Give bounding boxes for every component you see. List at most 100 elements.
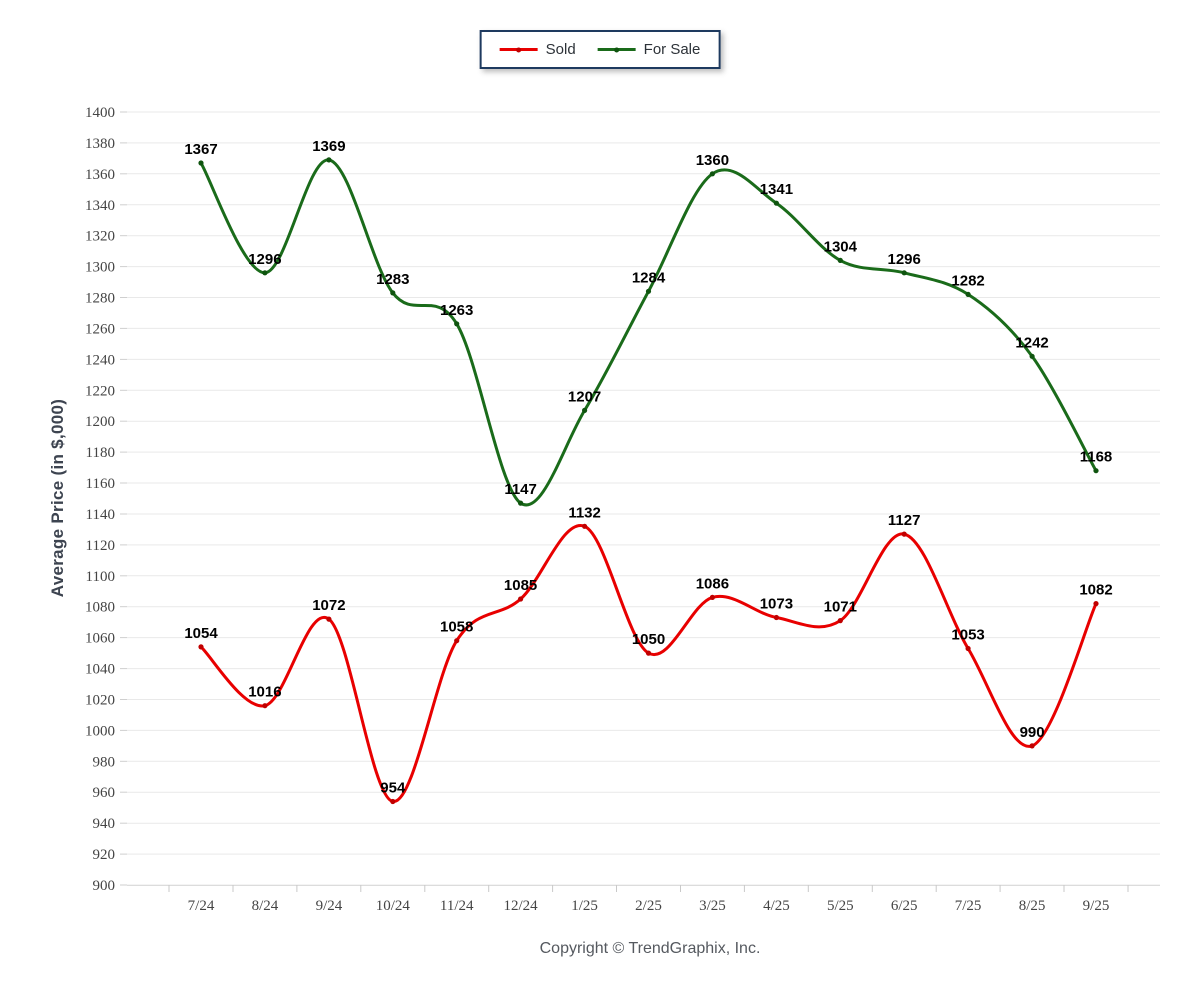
legend-item-for-sale[interactable]: For Sale: [597, 41, 701, 58]
data-label-sold: 1073: [760, 596, 793, 613]
x-axis-category-label: 5/25: [827, 898, 854, 914]
data-label-for-sale: 1283: [376, 271, 409, 288]
x-axis-category-label: 9/25: [1083, 898, 1110, 914]
data-label-sold: 1082: [1079, 582, 1112, 599]
x-axis-category-label: 12/24: [504, 898, 539, 914]
legend: Sold For Sale: [479, 30, 721, 69]
data-point-sold[interactable]: [390, 798, 396, 805]
data-label-for-sale: 1284: [632, 269, 666, 286]
series-line-sold: [199, 524, 1098, 803]
data-point-sold[interactable]: [326, 616, 332, 622]
data-point-for-sale[interactable]: [709, 171, 716, 177]
data-label-for-sale: 1207: [568, 388, 601, 405]
x-axis-category-label: 9/24: [316, 898, 343, 914]
data-point-for-sale[interactable]: [454, 321, 460, 327]
data-label-for-sale: 1242: [1015, 334, 1048, 351]
y-axis-tick-label: 1400: [85, 105, 115, 121]
x-axis-category-label: 8/25: [1019, 898, 1046, 914]
data-point-for-sale[interactable]: [837, 257, 843, 263]
data-label-for-sale: 1168: [1080, 449, 1113, 466]
data-label-for-sale: 1369: [312, 138, 345, 155]
data-point-for-sale[interactable]: [390, 290, 396, 296]
x-axis-category-label: 7/25: [955, 898, 982, 914]
y-axis-tick-label: 1140: [86, 507, 115, 523]
data-point-sold[interactable]: [518, 596, 524, 602]
data-point-sold[interactable]: [454, 638, 460, 644]
y-axis-tick-label: 1120: [86, 538, 115, 554]
y-axis-tick-label: 940: [93, 816, 116, 832]
data-label-sold: 1086: [696, 575, 729, 592]
y-axis-tick-label: 1100: [86, 569, 115, 585]
data-point-sold[interactable]: [582, 523, 588, 529]
data-label-sold: 1127: [888, 512, 921, 529]
data-point-for-sale[interactable]: [582, 407, 588, 413]
data-point-sold[interactable]: [837, 618, 843, 624]
y-axis-tick-label: 1280: [85, 291, 115, 307]
x-axis-category-label: 11/24: [440, 898, 474, 914]
data-point-sold[interactable]: [1093, 601, 1099, 607]
x-axis-category-label: 4/25: [763, 898, 790, 914]
data-point-sold[interactable]: [1029, 743, 1035, 749]
y-axis-tick-label: 920: [93, 847, 116, 863]
copyright-text: Copyright © TrendGraphix, Inc.: [539, 940, 761, 957]
y-axis-tick-label: 1080: [85, 600, 115, 616]
y-axis-tick-label: 1320: [85, 229, 115, 245]
legend-label-for-sale: For Sale: [643, 41, 701, 58]
y-axis-tick-label: 1360: [85, 167, 115, 183]
data-point-sold[interactable]: [901, 531, 907, 537]
data-point-sold[interactable]: [262, 703, 268, 709]
data-point-for-sale[interactable]: [1093, 468, 1099, 474]
y-axis-tick-label: 1200: [85, 414, 115, 430]
y-axis-tick-label: 1340: [85, 198, 115, 214]
data-point-for-sale[interactable]: [901, 270, 907, 276]
data-label-sold: 1132: [568, 504, 601, 521]
data-point-for-sale[interactable]: [518, 500, 524, 506]
data-point-sold[interactable]: [198, 644, 204, 650]
data-point-for-sale[interactable]: [645, 288, 652, 294]
data-point-sold[interactable]: [645, 650, 652, 656]
legend-item-sold[interactable]: Sold: [499, 41, 576, 58]
data-label-sold: 1058: [440, 619, 473, 636]
y-axis-tick-label: 1020: [85, 693, 115, 709]
data-label-sold: 954: [380, 780, 406, 797]
y-axis-tick-label: 1220: [85, 383, 115, 399]
data-label-for-sale: 1304: [824, 238, 858, 255]
data-point-for-sale[interactable]: [198, 160, 204, 166]
data-label-sold: 990: [1020, 724, 1045, 741]
legend-line-sold-icon: [499, 47, 538, 52]
data-point-sold[interactable]: [965, 645, 971, 652]
y-axis-tick-label: 1240: [85, 352, 115, 368]
data-label-for-sale: 1263: [440, 302, 473, 319]
x-axis-category-label: 1/25: [571, 898, 598, 914]
y-axis-tick-label: 960: [93, 785, 116, 801]
x-axis-category-label: 2/25: [635, 898, 662, 914]
data-point-for-sale[interactable]: [965, 291, 971, 297]
x-axis-category-label: 8/24: [252, 898, 279, 914]
y-axis-tick-label: 1380: [85, 136, 115, 152]
data-label-for-sale: 1147: [504, 481, 537, 498]
data-label-for-sale: 1296: [888, 251, 921, 268]
y-axis-tick-label: 1260: [85, 321, 115, 337]
data-label-for-sale: 1367: [184, 141, 217, 158]
data-point-sold[interactable]: [773, 614, 780, 621]
data-label-for-sale: 1296: [248, 251, 281, 268]
x-axis-category-label: 3/25: [699, 898, 726, 914]
data-label-for-sale: 1282: [951, 272, 984, 289]
data-point-for-sale[interactable]: [773, 200, 780, 206]
data-label-sold: 1054: [184, 625, 218, 642]
y-axis-tick-label: 1040: [85, 662, 115, 678]
data-point-for-sale[interactable]: [326, 157, 332, 163]
data-point-for-sale[interactable]: [262, 270, 268, 276]
series-line-for-sale: [199, 158, 1098, 507]
y-axis-tick-label: 900: [93, 878, 116, 894]
data-label-sold: 1071: [824, 599, 857, 616]
data-label-sold: 1053: [951, 627, 984, 644]
data-point-for-sale[interactable]: [1029, 353, 1035, 359]
data-point-sold[interactable]: [709, 594, 716, 601]
y-axis-tick-label: 1180: [86, 445, 115, 461]
y-axis-tick-label: 980: [93, 754, 116, 770]
data-label-sold: 1016: [248, 684, 281, 701]
y-axis-tick-label: 1000: [85, 723, 115, 739]
